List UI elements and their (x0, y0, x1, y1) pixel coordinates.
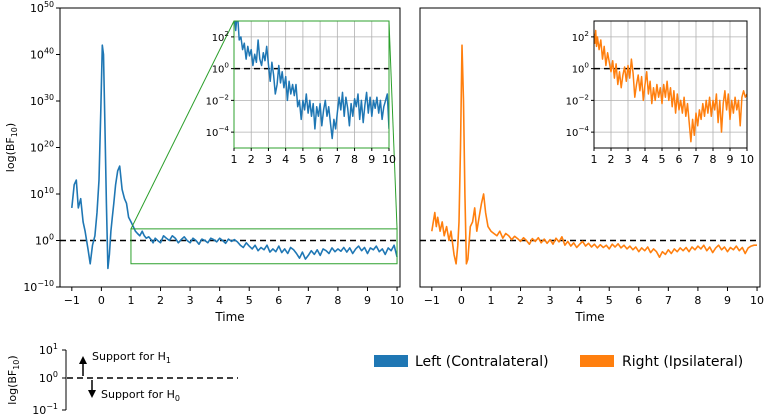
support-h0-label: Support for H0 (101, 388, 180, 403)
right-inset-xtick-label: 7 (693, 153, 700, 166)
zoom-box (130, 228, 398, 265)
right-xtick-label: 3 (547, 294, 554, 307)
left-ytick-label: 1010 (30, 186, 54, 201)
right-inset-xtick-label: 6 (676, 153, 683, 166)
left-xtick-label: 2 (157, 294, 164, 307)
down-arrowhead-icon (88, 390, 96, 398)
right-inset-ytick-label: 102 (572, 29, 589, 44)
right-inset-xtick-label: 4 (642, 153, 649, 166)
left-xtick-label: −1 (64, 294, 80, 307)
right-inset-xtick-label: 9 (727, 153, 734, 166)
left-xtick-label: 7 (305, 294, 312, 307)
right-inset-xtick-label: 5 (659, 153, 666, 166)
left-inset-xtick-label: 7 (334, 153, 341, 166)
up-arrowhead-icon (79, 356, 87, 364)
key-ytick-bottom: 10−1 (32, 402, 58, 417)
left-inset-ytick-label: 10−4 (206, 124, 230, 139)
left-xtick-label: 8 (334, 294, 341, 307)
right-xtick-label: 2 (517, 294, 524, 307)
left-inset-ytick-label: 100 (212, 61, 230, 76)
left-inset-series-line (234, 21, 389, 140)
left-xtick-label: 1 (127, 294, 134, 307)
left-xtick-label: 0 (98, 294, 105, 307)
left-ytick-label: 10−10 (23, 279, 54, 294)
legend-swatch-right (580, 355, 614, 367)
left-inset-ytick-label: 102 (212, 29, 229, 44)
left-xtick-label: 3 (187, 294, 194, 307)
left-inset-ytick-label: 10−2 (206, 92, 229, 107)
legend: Left (Contralateral) Right (Ipsilateral) (374, 354, 743, 370)
right-xtick-label: 5 (606, 294, 613, 307)
left-ytick-label: 1020 (30, 140, 54, 155)
left-inset-xtick-label: 6 (317, 153, 324, 166)
right-inset-xtick-label: 10 (740, 153, 754, 166)
right-plot-frame (419, 7, 761, 288)
key-ytick-top: 101 (39, 342, 58, 357)
left-inset-xtick-label: 4 (282, 153, 289, 166)
left-ytick-label: 1050 (30, 0, 54, 15)
right-inset-xtick-label: 8 (710, 153, 717, 166)
left-inset-xtick-label: 10 (382, 153, 396, 166)
right-xtick-label: 0 (458, 294, 465, 307)
right-inset-xtick-label: 1 (591, 153, 598, 166)
left-xtick-label: 5 (246, 294, 253, 307)
right-xtick-label: 8 (694, 294, 701, 307)
left-series-line (71, 44, 398, 270)
left-inset-xtick-label: 3 (265, 153, 272, 166)
left-ytick-label: 1040 (30, 47, 54, 62)
left-inset-xtick-label: 9 (368, 153, 375, 166)
right-inset-background (594, 21, 747, 148)
right-inset-ytick-label: 10−4 (566, 124, 590, 139)
left-ylabel: log(BF10) (4, 123, 19, 172)
right-xtick-label: 1 (487, 294, 494, 307)
left-xtick-label: 10 (390, 294, 404, 307)
right-xtick-label: 7 (665, 294, 672, 307)
right-inset-xtick-label: 2 (608, 153, 615, 166)
right-xtick-label: 9 (724, 294, 731, 307)
left-inset-xtick-label: 8 (351, 153, 358, 166)
zoom-connector-left (130, 20, 235, 230)
right-inset-xtick-label: 3 (625, 153, 632, 166)
legend-swatch-left (374, 355, 408, 367)
left-xtick-label: 6 (275, 294, 282, 307)
bf-key: 101 100 10−1 log(BF10) Support for H1 Su… (6, 342, 238, 417)
left-ytick-label: 100 (35, 233, 54, 248)
right-xtick-label: −1 (424, 294, 440, 307)
left-xlabel: Time (214, 310, 244, 324)
left-xtick-label: 9 (364, 294, 371, 307)
legend-label-left: Left (Contralateral) (415, 354, 549, 370)
right-series-line (431, 44, 757, 265)
left-xtick-label: 4 (216, 294, 223, 307)
key-ylabel: log(BF10) (6, 355, 21, 404)
right-xtick-label: 4 (576, 294, 583, 307)
left-inset-background (234, 21, 389, 148)
left-inset-xtick-label: 2 (248, 153, 255, 166)
right-inset-frame (593, 20, 748, 149)
right-xtick-label: 6 (635, 294, 642, 307)
zoom-connector-right (388, 20, 398, 229)
support-h1-label: Support for H1 (92, 350, 171, 365)
right-xtick-label: 10 (750, 294, 764, 307)
key-ytick-mid: 100 (39, 370, 58, 385)
right-inset-series-line (594, 29, 747, 143)
right-inset-ytick-label: 10−2 (566, 92, 589, 107)
left-inset-xtick-label: 1 (231, 153, 238, 166)
right-xlabel: Time (574, 310, 604, 324)
right-inset-ytick-label: 100 (572, 61, 590, 76)
legend-label-right: Right (Ipsilateral) (622, 354, 743, 370)
left-inset-frame (233, 20, 390, 149)
left-inset-xtick-label: 5 (299, 153, 306, 166)
left-ytick-label: 1030 (30, 93, 54, 108)
